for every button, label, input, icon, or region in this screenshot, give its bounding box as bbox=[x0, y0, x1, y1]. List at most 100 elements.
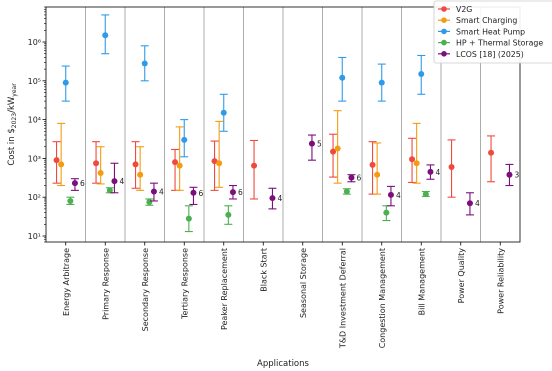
data-point bbox=[106, 187, 113, 194]
data-label: 6 bbox=[80, 179, 85, 188]
x-tick-label: Primary Response bbox=[101, 248, 110, 320]
y-tick-label: 10¹ bbox=[28, 232, 41, 241]
x-tick-label: Seasonal Storage bbox=[299, 248, 308, 318]
data-point bbox=[102, 32, 109, 39]
x-tick-label: T&D Investment Deferral bbox=[338, 248, 347, 349]
data-point bbox=[269, 195, 276, 202]
data-point bbox=[132, 161, 139, 168]
x-tick-label: Peaker Replacement bbox=[220, 248, 229, 330]
y-axis-label-part: 2023 bbox=[11, 113, 18, 128]
data-point bbox=[427, 168, 434, 175]
data-point bbox=[343, 188, 350, 195]
data-point bbox=[413, 160, 420, 167]
data-label: 6 bbox=[356, 174, 361, 183]
data-point bbox=[448, 164, 455, 171]
series-v2g bbox=[52, 133, 496, 200]
data-label: 4 bbox=[475, 199, 480, 208]
x-tick-label: Secondary Response bbox=[141, 248, 150, 331]
data-point bbox=[488, 149, 495, 156]
series-lcos-18-2025: 6 4 4 6 6 4 5 6 4 4 4 3 bbox=[70, 134, 519, 216]
x-axis-ticks: Energy Arbitrage Primary Response Secondar… bbox=[62, 242, 505, 349]
y-tick-label: 10⁵ bbox=[28, 77, 41, 86]
legend: V2G Smart Charging Smart Heat Pump HP + The… bbox=[433, 0, 552, 64]
y-axis-ticks: 10¹ 10² 10³ 10⁴ 10⁵ 10⁶ bbox=[28, 6, 46, 243]
data-point bbox=[150, 188, 157, 195]
legend-marker bbox=[441, 39, 447, 46]
data-point bbox=[348, 174, 355, 181]
data-point bbox=[374, 171, 381, 178]
data-label: 3 bbox=[514, 171, 519, 180]
data-point bbox=[97, 170, 104, 177]
data-label: 4 bbox=[435, 168, 440, 177]
data-label: 6 bbox=[198, 189, 203, 198]
legend-marker bbox=[441, 6, 447, 12]
series-hp-thermal-storage bbox=[66, 187, 430, 233]
y-axis-label-part: Cost in $ bbox=[7, 128, 17, 165]
data-point bbox=[229, 189, 236, 196]
x-axis-label: Applications bbox=[257, 359, 309, 369]
y-axis-label-part: year bbox=[11, 83, 18, 97]
data-point bbox=[251, 162, 258, 169]
data-point bbox=[418, 70, 425, 77]
data-point bbox=[369, 161, 376, 168]
data-point bbox=[176, 162, 183, 169]
data-point bbox=[181, 136, 188, 143]
data-point bbox=[67, 197, 74, 204]
x-tick-label: Bill Management bbox=[417, 248, 426, 315]
data-point bbox=[506, 171, 513, 178]
y-tick-label: 10⁴ bbox=[28, 116, 41, 125]
legend-marker bbox=[441, 51, 447, 57]
data-label: 4 bbox=[396, 191, 401, 200]
y-tick-label: 10⁶ bbox=[28, 38, 41, 47]
series-smart-charging bbox=[57, 110, 421, 195]
data-point bbox=[216, 160, 223, 167]
data-point bbox=[141, 60, 148, 67]
x-tick-label: Tertiary Response bbox=[180, 248, 189, 320]
legend-label: HP + Thermal Storage bbox=[456, 39, 543, 48]
data-point bbox=[185, 215, 192, 222]
x-tick-label: Power Quality bbox=[457, 248, 466, 304]
legend-marker bbox=[441, 28, 447, 35]
data-point bbox=[330, 148, 337, 155]
y-axis-label: Cost in $2023/kWyear bbox=[7, 83, 18, 166]
data-point bbox=[93, 160, 100, 167]
plot-frame bbox=[45, 6, 521, 243]
legend-label: V2G bbox=[456, 5, 472, 14]
data-point bbox=[146, 199, 153, 206]
data-point bbox=[225, 211, 232, 218]
data-point bbox=[387, 191, 394, 198]
x-tick-label: Power Reliability bbox=[496, 248, 505, 314]
legend-label: Smart Charging bbox=[456, 16, 517, 25]
x-tick-label: Energy Arbitrage bbox=[62, 248, 71, 316]
data-label: 5 bbox=[317, 140, 322, 149]
data-point bbox=[58, 161, 65, 168]
data-point bbox=[383, 209, 390, 216]
data-label: 4 bbox=[277, 194, 282, 203]
x-tick-label: Congestion Management bbox=[378, 248, 387, 348]
legend-label: LCOS [18] (2025) bbox=[456, 50, 524, 59]
y-tick-label: 10³ bbox=[28, 154, 41, 163]
x-tick-label: Black Start bbox=[259, 248, 268, 292]
data-point bbox=[422, 191, 429, 198]
data-point bbox=[172, 159, 179, 166]
y-tick-label: 10² bbox=[28, 193, 41, 202]
data-point bbox=[339, 74, 346, 81]
data-point bbox=[220, 109, 227, 116]
data-label: 4 bbox=[159, 188, 164, 197]
legend-label: Smart Heat Pump bbox=[456, 27, 525, 36]
data-point bbox=[71, 180, 78, 187]
data-point bbox=[111, 178, 118, 185]
data-label: 6 bbox=[238, 188, 243, 197]
data-point bbox=[308, 140, 315, 147]
data-point bbox=[211, 158, 218, 165]
data-point bbox=[62, 79, 69, 86]
data-series: 6 4 4 6 6 4 5 6 4 4 4 3 bbox=[52, 14, 519, 233]
category-separators bbox=[85, 7, 481, 242]
data-point bbox=[378, 79, 385, 86]
legend-marker bbox=[441, 17, 447, 24]
y-axis-label-part: /kW bbox=[7, 96, 17, 113]
data-point bbox=[137, 171, 144, 178]
data-point bbox=[190, 189, 197, 196]
